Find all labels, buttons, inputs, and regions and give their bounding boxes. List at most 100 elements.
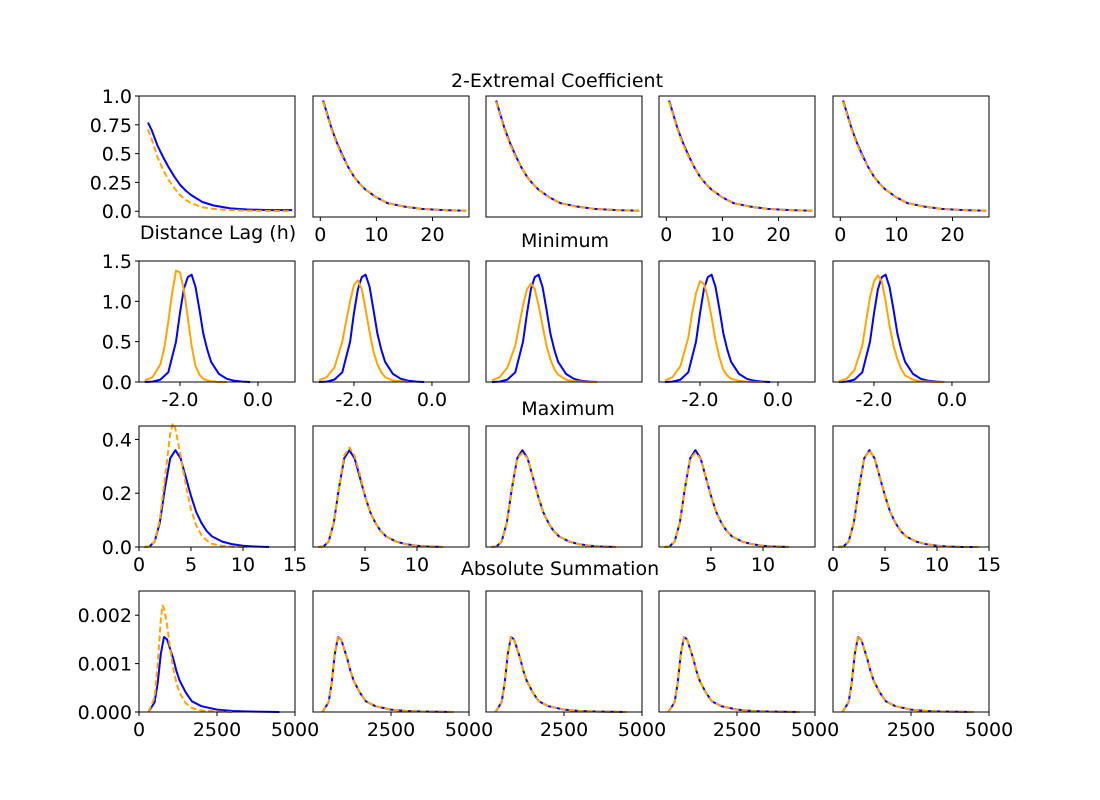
row-title-absolute-summation: Absolute Summation xyxy=(461,558,659,580)
panel-r2-c1: 0.0 0.5 1.0 1.5 -2.0 0.0 xyxy=(102,251,296,411)
panel-r1-c1: 0.0 0.25 0.5 0.75 1.0 xyxy=(90,86,296,223)
series-line-orange xyxy=(491,282,598,383)
panel-frame xyxy=(138,260,296,383)
y-tick-label: 0.5 xyxy=(102,332,132,354)
x-tick-label: 10 xyxy=(925,554,949,576)
series-line-blue xyxy=(838,273,945,383)
panel-r3-c5: 0 5 10 15 xyxy=(827,425,1001,576)
panel-frame xyxy=(832,590,990,713)
series-line-blue xyxy=(841,636,974,713)
x-axis-label-distance-lag: Distance Lag (h) xyxy=(140,222,296,244)
y-tick-label: 0.002 xyxy=(78,605,132,627)
x-tick-label: 2500 xyxy=(193,719,241,741)
series-line-orange xyxy=(321,634,454,713)
series-line-blue xyxy=(147,122,293,212)
row-title-extremal: 2-Extremal Coefficient xyxy=(451,70,663,92)
series-line-blue xyxy=(318,273,425,383)
panel-r3-c1: 0.0 0.2 0.4 0 5 10 15 xyxy=(102,422,307,576)
series-line-blue xyxy=(491,273,598,383)
row-title-maximum: Maximum xyxy=(521,398,615,420)
series-line-blue xyxy=(664,273,771,383)
y-tick-label: 0.25 xyxy=(90,172,132,194)
series-line-blue xyxy=(667,636,800,713)
x-tick-label: 10 xyxy=(231,554,255,576)
x-tick-label: 0 xyxy=(133,554,145,576)
x-tick-label: 2500 xyxy=(367,719,415,741)
series-line-orange xyxy=(495,101,640,212)
x-tick-label: 20 xyxy=(420,224,444,246)
series-line-orange xyxy=(667,636,800,713)
y-tick-label: 0.2 xyxy=(102,483,132,505)
panel-r4-c5: 2500 5000 xyxy=(832,590,1013,741)
x-tick-label: 5000 xyxy=(445,719,493,741)
panel-frame xyxy=(658,260,816,383)
x-tick-label: 10 xyxy=(364,224,388,246)
y-tick-label: 0.001 xyxy=(78,654,132,676)
x-tick-label: -2.0 xyxy=(855,389,892,411)
x-tick-label: -2.0 xyxy=(681,389,718,411)
series-line-orange xyxy=(664,451,790,548)
series-line-blue xyxy=(144,273,251,383)
panel-r2-c4: -2.0 0.0 xyxy=(658,260,816,411)
x-tick-label: 15 xyxy=(977,554,1001,576)
panel-frame xyxy=(485,95,643,218)
row-title-minimum: Minimum xyxy=(521,230,609,252)
series-line-blue xyxy=(321,636,454,713)
series-line-blue xyxy=(322,100,467,212)
plot-grid: 0.00.250.50.751.00 10 20 0 10 20 0 10 200.00.51.… xyxy=(78,86,1014,741)
x-tick-label: 2500 xyxy=(540,719,588,741)
panel-frame xyxy=(832,425,990,548)
panel-r2-c3 xyxy=(485,260,643,383)
panel-frame xyxy=(138,425,296,548)
panel-frame xyxy=(658,590,816,713)
y-tick-label: 0.5 xyxy=(102,144,132,166)
x-tick-label: 5000 xyxy=(271,719,319,741)
x-tick-label: 20 xyxy=(766,224,790,246)
panel-r1-c4: 0 10 20 xyxy=(658,95,816,246)
y-tick-label: 0.000 xyxy=(78,702,132,724)
x-tick-label: 15 xyxy=(283,554,307,576)
y-tick-label: 0.0 xyxy=(102,537,132,559)
panel-frame xyxy=(312,590,470,713)
y-tick-label: 0.4 xyxy=(102,429,132,451)
panel-r4-c1: 0.000 0.001 0.002 0 2500 5000 xyxy=(78,590,319,741)
series-line-orange xyxy=(322,101,467,212)
series-line-orange xyxy=(838,449,979,548)
panel-frame xyxy=(658,95,816,218)
x-tick-label: 20 xyxy=(940,224,964,246)
panel-r4-c4: 2500 5000 xyxy=(658,590,839,741)
series-line-orange xyxy=(668,101,813,212)
panel-r3-c3 xyxy=(485,425,643,548)
panel-r1-c3 xyxy=(485,95,643,218)
panel-r4-c3: 2500 5000 xyxy=(485,590,666,741)
y-tick-label: 0.75 xyxy=(90,115,132,137)
x-tick-label: 0.0 xyxy=(937,389,967,411)
series-line-orange xyxy=(144,422,244,548)
panel-frame xyxy=(485,260,643,383)
x-tick-label: 0.0 xyxy=(243,389,273,411)
x-tick-label: 2500 xyxy=(713,719,761,741)
x-tick-label: 10 xyxy=(884,224,908,246)
series-line-orange xyxy=(494,636,627,713)
panel-frame xyxy=(832,95,990,218)
series-line-blue xyxy=(494,636,627,713)
panel-r3-c4: 5 10 xyxy=(658,425,816,576)
series-line-orange xyxy=(664,280,763,383)
panel-frame xyxy=(658,425,816,548)
series-line-orange xyxy=(318,279,409,383)
x-tick-label: 5000 xyxy=(791,719,839,741)
y-tick-label: 0.0 xyxy=(102,372,132,394)
y-tick-label: 0.0 xyxy=(102,201,132,223)
panel-frame xyxy=(832,260,990,383)
panel-r1-c5: 0 10 20 xyxy=(832,95,990,246)
x-tick-label: 0 xyxy=(834,224,846,246)
x-tick-label: 2500 xyxy=(887,719,935,741)
x-tick-label: 0.0 xyxy=(417,389,447,411)
series-line-orange xyxy=(318,446,444,548)
x-tick-label: 5000 xyxy=(618,719,666,741)
x-tick-label: 5 xyxy=(359,554,371,576)
x-tick-label: 5 xyxy=(879,554,891,576)
series-line-orange xyxy=(842,101,987,212)
series-line-orange xyxy=(838,274,945,383)
